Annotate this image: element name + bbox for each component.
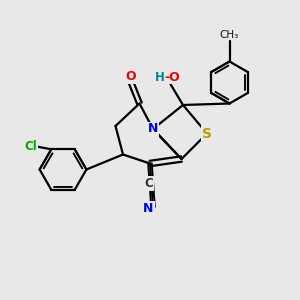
Text: H: H (155, 70, 165, 84)
Text: CH₃: CH₃ (220, 29, 239, 40)
Text: O: O (125, 70, 136, 83)
Text: Cl: Cl (24, 140, 37, 153)
Text: -O: -O (165, 70, 180, 84)
Text: N: N (143, 202, 154, 215)
Text: C: C (144, 177, 153, 190)
Text: S: S (202, 127, 212, 140)
Text: N: N (148, 122, 158, 136)
